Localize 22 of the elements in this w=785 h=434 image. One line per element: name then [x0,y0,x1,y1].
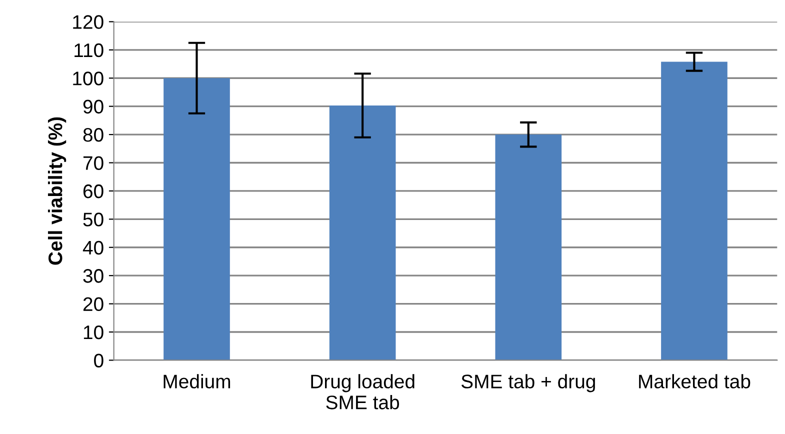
y-tick-label: 80 [83,128,104,142]
y-tick-label: 50 [83,212,104,226]
y-axis-title: Cell viability (%) [48,117,66,265]
x-tick-label: Drug loaded SME tab [311,374,414,410]
bar [661,62,728,360]
bar [164,78,230,360]
y-tick-label: 20 [83,297,104,312]
y-tick-label: 40 [82,240,104,255]
bar [495,134,562,360]
y-tick-label: 100 [73,72,104,86]
x-tick-label: Medium [164,374,230,388]
y-tick-label: 0 [94,354,104,368]
x-tick-label: SME tab + drug [461,374,595,392]
y-tick-label: 70 [83,156,104,170]
y-tick-label: 10 [84,325,104,340]
x-tick-label: Marketed tab [639,374,750,388]
y-tick-label: 120 [73,15,104,29]
y-tick-label: 30 [83,269,104,283]
y-tick-label: 60 [83,184,104,198]
y-tick-label: 90 [83,100,104,114]
bar [329,105,396,360]
y-tick-label: 110 [74,43,104,58]
